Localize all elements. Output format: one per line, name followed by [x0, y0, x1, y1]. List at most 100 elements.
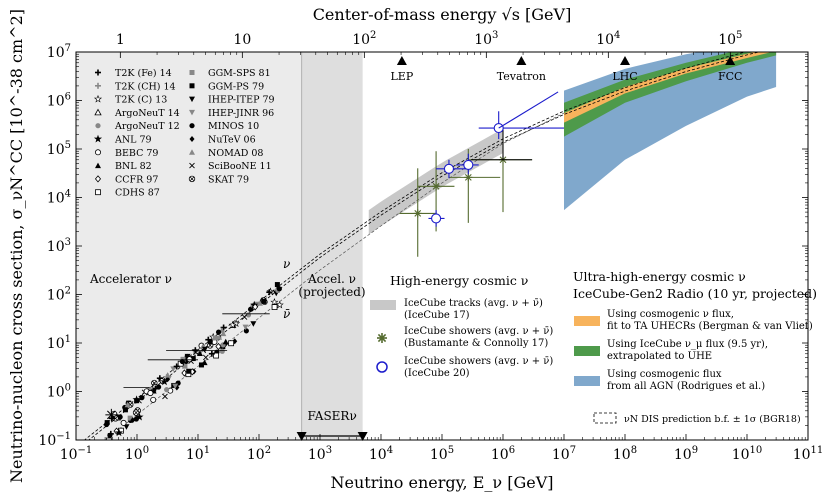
uhe-green-swatch	[574, 346, 600, 356]
accelerator-point	[124, 401, 131, 408]
legend-marker	[95, 189, 101, 196]
accelerator-point	[256, 300, 263, 306]
legend-marker	[189, 123, 195, 129]
legend-label: ANL 79	[114, 135, 152, 146]
legend-label: NOMAD 08	[208, 148, 263, 159]
accelerator-point	[155, 384, 162, 390]
top-tick-label: 1	[116, 32, 125, 48]
accelerator-point	[222, 338, 229, 345]
legend-marker	[94, 108, 102, 116]
nubar-prediction-curve	[104, 112, 565, 440]
legend-marker	[95, 69, 101, 76]
accelerator-point	[130, 417, 136, 424]
uhe-title-1: Ultra-high-energy cosmic ν	[573, 269, 746, 284]
accelerator-point	[173, 363, 180, 370]
accelerator-point	[147, 390, 154, 397]
x-tick-label: 106	[491, 445, 515, 463]
top-tick-label: 103	[474, 30, 498, 48]
accelerator-point	[216, 334, 223, 340]
legend-label: GGM-PS 79	[208, 81, 264, 92]
x-tick-label: 109	[674, 445, 698, 463]
high-energy-legend: High-energy cosmic ν IceCube tracks (avg…	[370, 273, 553, 379]
legend-label: CCFR 97	[115, 174, 158, 185]
accelerator-point	[220, 324, 227, 331]
top-tick-label: 102	[352, 30, 376, 48]
ic20-point	[428, 210, 445, 227]
uhe-legend: Ultra-high-energy cosmic ν IceCube-Gen2 …	[573, 269, 817, 425]
accelerator-asterisk-point	[105, 408, 118, 421]
accelerator-point	[231, 319, 241, 327]
x-tick-label: 10−1	[60, 445, 93, 463]
accelerator-point	[220, 330, 227, 337]
y-tick-label: 103	[47, 237, 71, 255]
accelerator-point	[201, 346, 208, 353]
bc-legend-marker	[377, 333, 387, 343]
dis-prediction-lower	[88, 52, 761, 440]
accelerator-point	[270, 297, 279, 306]
y-tick-label: 104	[47, 189, 71, 207]
uhe-orange-swatch	[574, 316, 600, 326]
legend-label: IHEP-JINR 96	[208, 108, 274, 119]
uhe-green-line2: extrapolated to UHE	[607, 351, 712, 362]
accelerator-point	[186, 368, 192, 374]
accelerator-point	[213, 352, 220, 359]
accelerator-point	[170, 366, 177, 372]
accelerator-point	[228, 340, 235, 347]
accelerator-point	[271, 304, 278, 310]
accelerator-point	[132, 395, 141, 404]
collider-label: FCC	[718, 70, 742, 83]
collider-triangle	[725, 56, 736, 65]
y-tick-label: 101	[47, 334, 71, 352]
collider-triangle	[620, 56, 630, 65]
legend-label: BNL 82	[115, 161, 152, 172]
accelerator-point	[215, 342, 222, 351]
collider-label: LHC	[612, 70, 637, 83]
accelerator-point	[156, 375, 163, 382]
accelerator-point	[150, 396, 157, 403]
x-tick-label: 103	[308, 445, 332, 463]
x-tick-label: 1010	[732, 445, 763, 463]
y-axis-title: Neutrino-nucleon cross section, σ_νN^CC …	[7, 9, 26, 483]
legend-marker	[189, 149, 195, 155]
top-tick-label: 105	[718, 30, 742, 48]
uhe-blue-line2: from all AGN (Rodrigues et al.)	[607, 381, 765, 392]
faser-marker: FASERν	[296, 409, 368, 441]
gen2-icecube-band	[564, 52, 777, 137]
legend-marker	[189, 109, 195, 116]
y-tick-label: 10−1	[38, 431, 71, 449]
uhe-orange-line2: fit to TA UHECRs (Bergman & van Vliet)	[607, 321, 813, 332]
ic20-upper-segment	[498, 91, 559, 129]
legend-marker	[189, 162, 195, 169]
legend-marker	[189, 83, 195, 89]
x-tick-label: 107	[552, 445, 576, 463]
x-tick-label: 105	[430, 445, 454, 463]
ic20-legend-line1: IceCube showers (avg. ν + ν̄)	[404, 356, 553, 367]
x-tick-label: 1011	[793, 445, 824, 463]
accelerator-point	[241, 314, 248, 320]
accelerator-point	[114, 428, 124, 437]
accelerator-point	[275, 300, 284, 309]
uhe-orange-line1: Using cosmogenic ν flux,	[607, 309, 734, 320]
y-tick-label: 100	[47, 383, 71, 401]
uhe-blue-line1: Using cosmogenic flux	[607, 369, 722, 380]
legend-label: SciBooNE 11	[208, 161, 272, 172]
accelerator-point	[215, 329, 222, 335]
nubar-curve-label: ν̄	[283, 307, 290, 321]
x-tick-label: 104	[369, 445, 393, 463]
high-energy-title: High-energy cosmic ν	[390, 273, 528, 288]
legend-marker	[93, 94, 103, 103]
accelerator-region-label: Accelerator ν	[89, 272, 172, 286]
uhe-green-line1: Using IceCube ν_μ flux (9.5 yr),	[607, 339, 768, 350]
collider-label: LEP	[391, 70, 414, 83]
tracks-legend-line2: (IceCube 17)	[404, 310, 470, 321]
x-tick-label: 108	[613, 445, 637, 463]
accelerator-point	[219, 348, 225, 354]
reference-limit-marker	[471, 128, 533, 161]
accelerator-point	[247, 306, 254, 312]
accelerator-data-points	[103, 282, 284, 440]
accelerator-point	[164, 372, 171, 378]
top-tick-label: 104	[596, 30, 620, 48]
y-tick-label: 106	[47, 92, 71, 110]
accelerator-point	[162, 393, 168, 400]
